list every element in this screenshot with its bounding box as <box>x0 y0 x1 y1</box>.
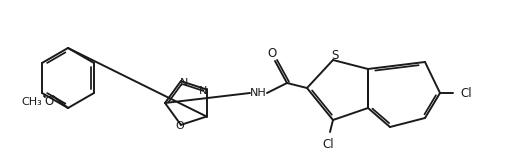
Text: Cl: Cl <box>322 137 333 151</box>
Text: S: S <box>331 48 338 61</box>
Text: NH: NH <box>249 88 266 98</box>
Text: O: O <box>267 46 276 59</box>
Text: O: O <box>44 94 54 108</box>
Text: CH₃: CH₃ <box>22 97 42 107</box>
Text: O: O <box>175 121 184 131</box>
Text: Cl: Cl <box>459 86 471 99</box>
Text: N: N <box>198 86 207 96</box>
Text: N: N <box>179 78 188 88</box>
